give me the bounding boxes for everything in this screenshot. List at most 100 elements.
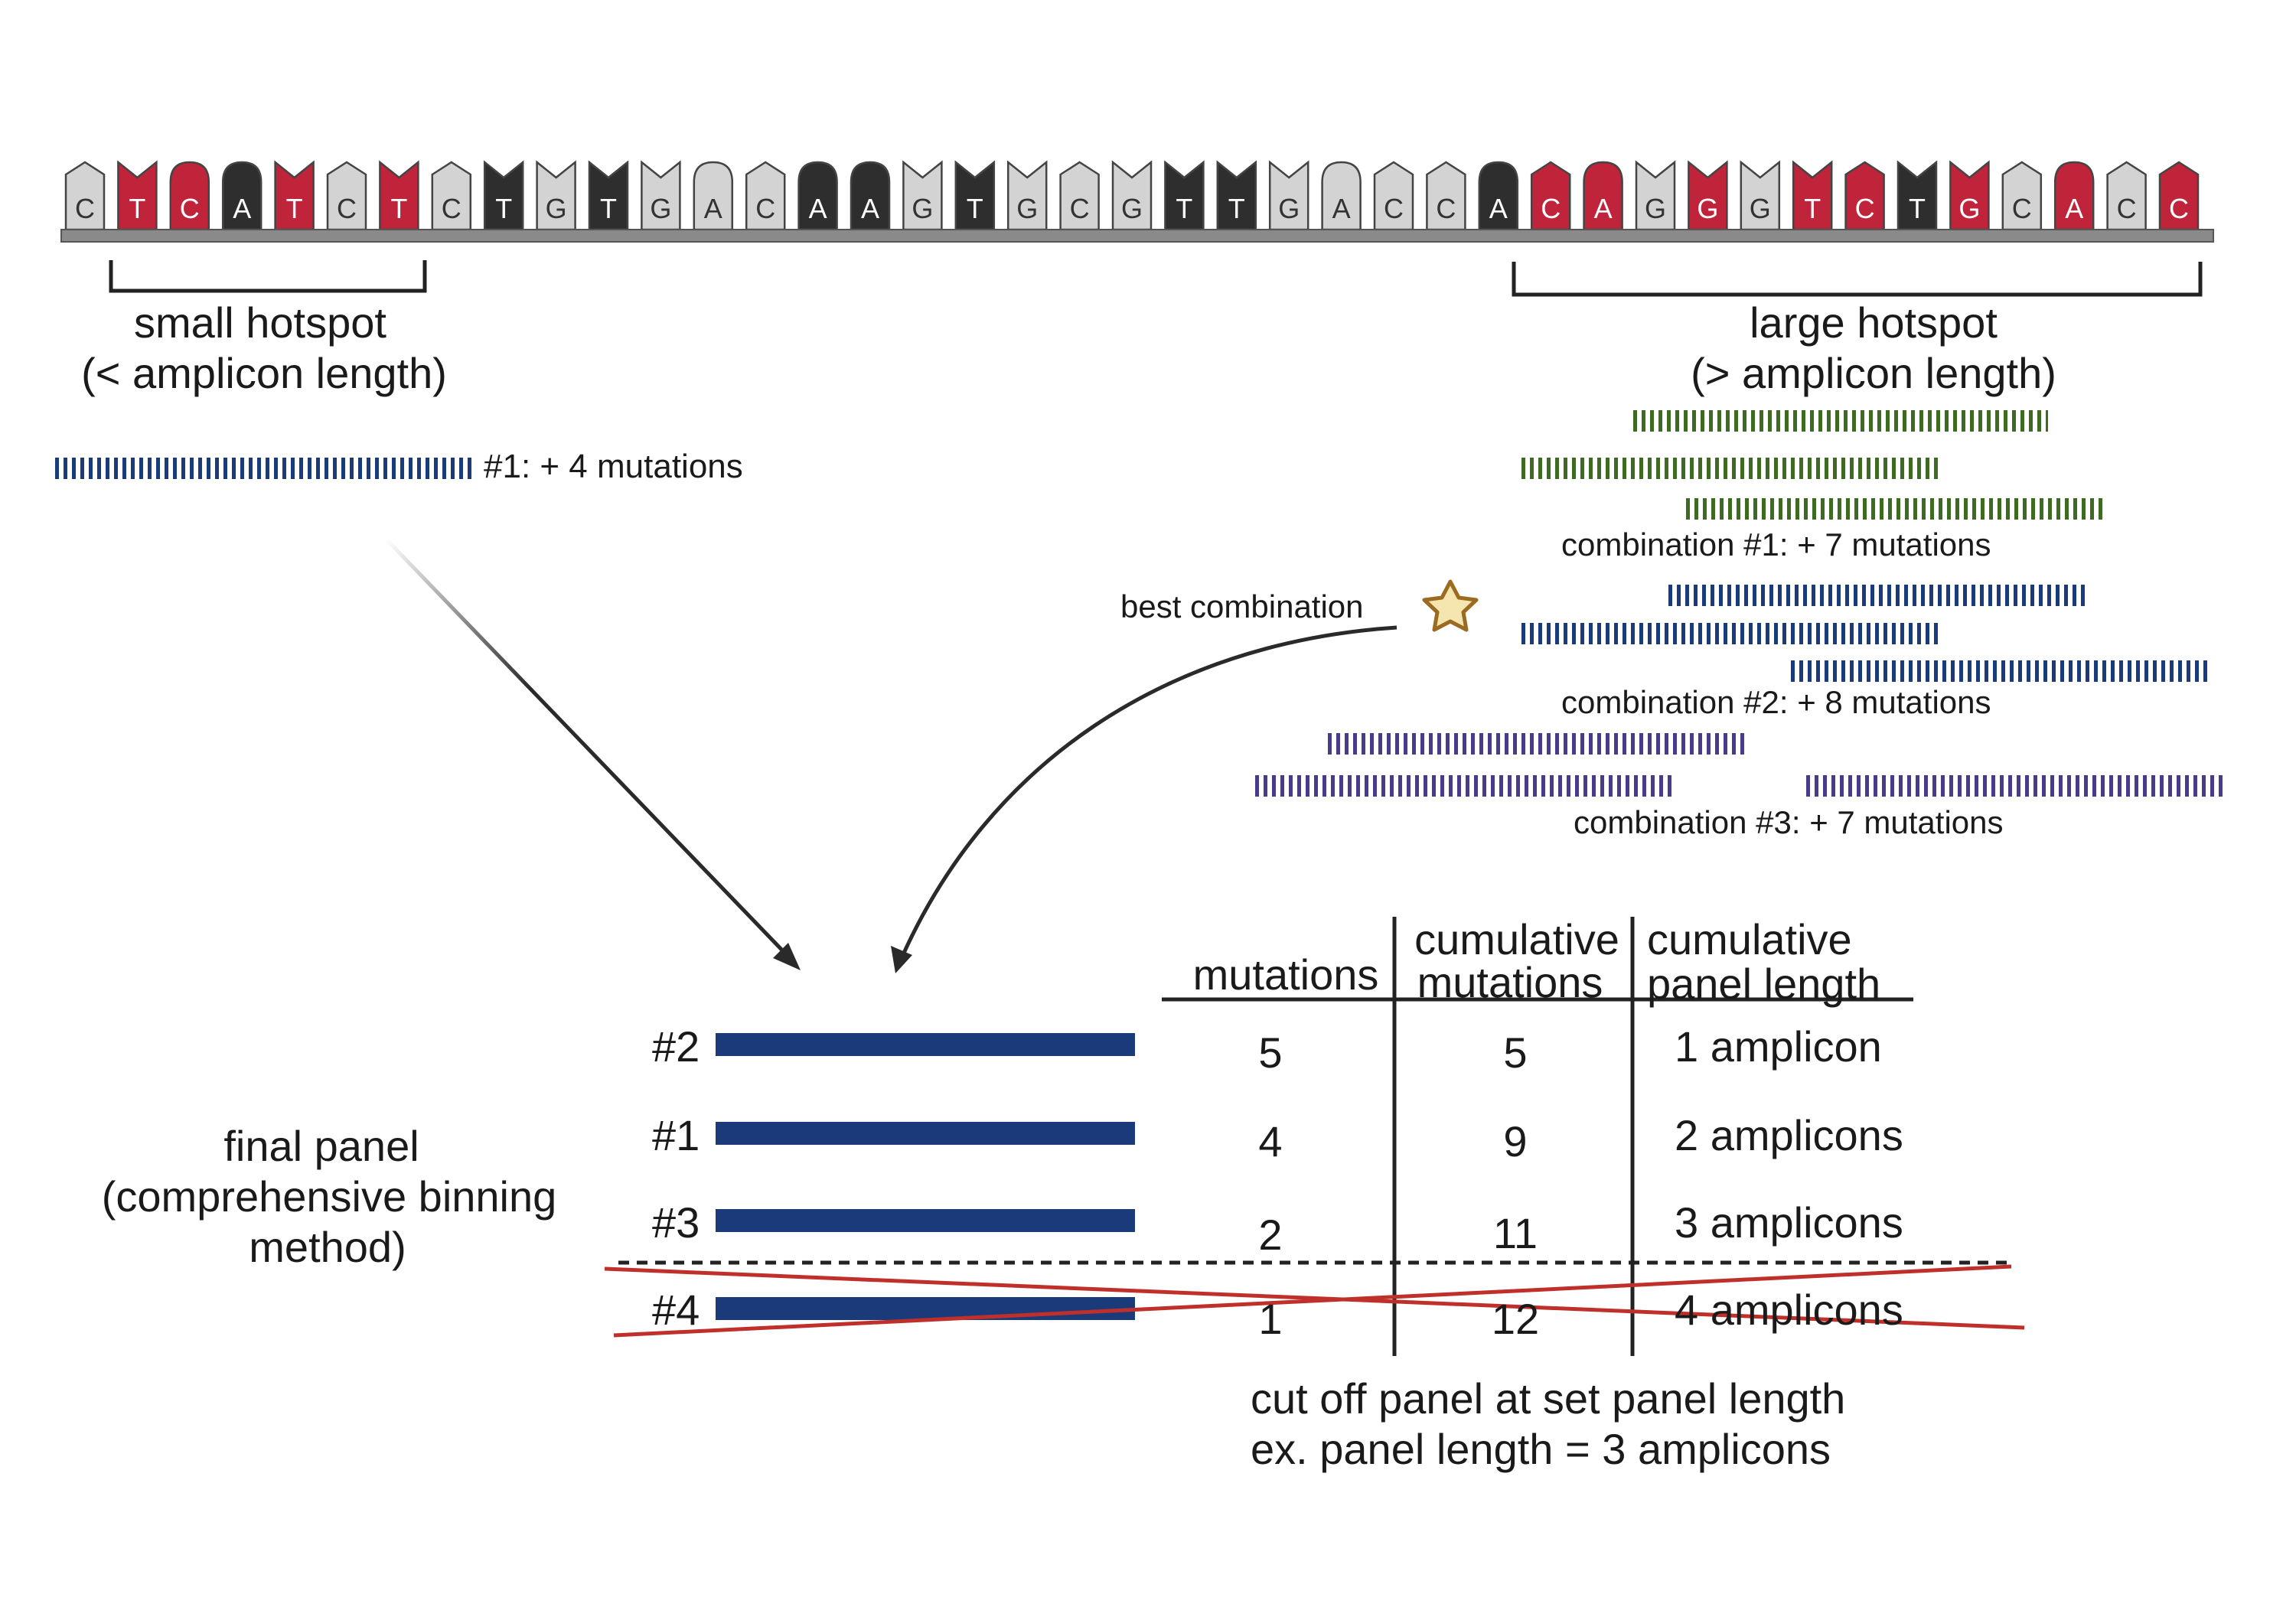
base-A — [1321, 161, 1362, 231]
base-letter: C — [337, 193, 357, 224]
base-letter: G — [1645, 193, 1666, 224]
header-cumulative-mutations-2: mutations — [1417, 958, 1603, 1006]
row-length: 1 amplicon — [1675, 1022, 1882, 1071]
base-A — [1478, 161, 1519, 231]
combination-2-label: combination #2: + 8 mutations — [1561, 684, 1991, 720]
base-letter: T — [1176, 193, 1192, 224]
base-letter: T — [967, 193, 983, 224]
base-letter: C — [1436, 193, 1456, 224]
base-letter: G — [1697, 193, 1718, 224]
base-letter: T — [600, 193, 617, 224]
cross-out-line-1 — [604, 1266, 2025, 1330]
large-hotspot-title: large hotspot — [1750, 298, 1998, 347]
base-A — [850, 161, 891, 231]
row-length: 4 amplicons — [1675, 1286, 1903, 1334]
base-letter: T — [129, 193, 145, 224]
base-letter: A — [1594, 193, 1613, 224]
base-letter: A — [233, 193, 251, 224]
base-letter: A — [1489, 193, 1508, 224]
base-letter: C — [180, 193, 200, 224]
panel-bar-row-2 — [716, 1122, 1135, 1145]
row-id: #1 — [652, 1111, 700, 1159]
base-A — [1583, 161, 1623, 231]
row-mutations: 1 — [1258, 1295, 1283, 1343]
row-cumulative: 12 — [1491, 1295, 1540, 1343]
combination-3-label: combination #3: + 7 mutations — [1574, 804, 2004, 840]
header-cumulative-length-2: panel length — [1647, 960, 1881, 1008]
base-letter: G — [912, 193, 933, 224]
panel-bar-row-3 — [716, 1209, 1135, 1232]
base-letter: G — [1958, 193, 1980, 224]
base-letter: T — [390, 193, 407, 224]
base-A — [693, 161, 734, 231]
final-panel-subtitle-2: method) — [249, 1223, 406, 1271]
panel-bar-row-4 — [716, 1297, 1135, 1320]
base-letter: A — [2065, 193, 2083, 224]
base-letter: G — [1121, 193, 1143, 224]
base-letter: G — [546, 193, 567, 224]
row-length: 2 amplicons — [1675, 1111, 1903, 1159]
row-cumulative: 5 — [1503, 1028, 1528, 1077]
base-A — [797, 161, 838, 231]
dna-backbone — [60, 229, 2214, 243]
header-cumulative-mutations-1: cumulative — [1414, 915, 1619, 963]
base-letter: G — [1750, 193, 1771, 224]
base-letter: C — [1070, 193, 1090, 224]
best-combination-arrow — [891, 625, 1397, 973]
base-C — [169, 161, 210, 231]
base-letter: A — [861, 193, 879, 224]
small-hotspot-amplicon-label: #1: + 4 mutations — [484, 448, 743, 485]
base-letter: C — [442, 193, 461, 224]
base-letter: A — [704, 193, 722, 224]
base-letter: T — [1804, 193, 1821, 224]
row-id: #4 — [652, 1286, 700, 1334]
cross-out-line-2 — [613, 1264, 2012, 1338]
final-panel-title: final panel — [223, 1122, 419, 1170]
base-letter: C — [2117, 193, 2137, 224]
base-letter: C — [75, 193, 95, 224]
row-cumulative: 11 — [1492, 1209, 1538, 1257]
base-letter: C — [2012, 193, 2032, 224]
amplicon-reads — [55, 410, 2223, 797]
star-icon — [1422, 579, 1479, 632]
base-A — [221, 161, 263, 231]
header-cumulative-length-1: cumulative — [1647, 915, 1852, 963]
base-letter: T — [1228, 193, 1245, 224]
combination-1-label: combination #1: + 7 mutations — [1561, 526, 1991, 562]
base-letter: C — [1855, 193, 1875, 224]
final-panel-subtitle-1: (comprehensive binning — [101, 1172, 557, 1221]
row-mutations: 5 — [1258, 1028, 1283, 1077]
small-hotspot-subtitle: (< amplicon length) — [81, 349, 447, 397]
row-length: 3 amplicons — [1675, 1198, 1903, 1247]
base-letter: T — [495, 193, 512, 224]
small-hotspot-bracket — [109, 260, 427, 293]
panel-bar-row-1 — [716, 1033, 1135, 1056]
base-letter: A — [809, 193, 827, 224]
base-letter: C — [2169, 193, 2189, 224]
row-mutations: 4 — [1258, 1117, 1283, 1165]
base-letter: C — [1541, 193, 1561, 224]
row-mutations: 2 — [1258, 1211, 1283, 1259]
base-letter: C — [755, 193, 775, 224]
best-combination-label: best combination — [1120, 588, 1364, 624]
row-id: #3 — [652, 1198, 700, 1247]
cutoff-caption-line-1: cut off panel at set panel length — [1251, 1374, 1846, 1423]
base-letter: A — [1332, 193, 1351, 224]
small-hotspot-title: small hotspot — [134, 298, 386, 347]
base-letter: G — [650, 193, 671, 224]
base-A — [2053, 161, 2095, 231]
large-hotspot-bracket — [1512, 262, 2203, 297]
base-letter: C — [1384, 193, 1404, 224]
row-cumulative: 9 — [1503, 1117, 1528, 1165]
large-hotspot-subtitle: (> amplicon length) — [1691, 349, 2056, 397]
base-letter: T — [1909, 193, 1926, 224]
row-id: #2 — [652, 1022, 700, 1071]
base-letter: G — [1016, 193, 1038, 224]
small-hotspot-arrow — [385, 538, 801, 970]
cutoff-caption-line-2: ex. panel length = 3 amplicons — [1251, 1425, 1831, 1473]
base-letter: G — [1278, 193, 1300, 224]
base-letter: T — [286, 193, 303, 224]
header-mutations: mutations — [1192, 950, 1379, 999]
